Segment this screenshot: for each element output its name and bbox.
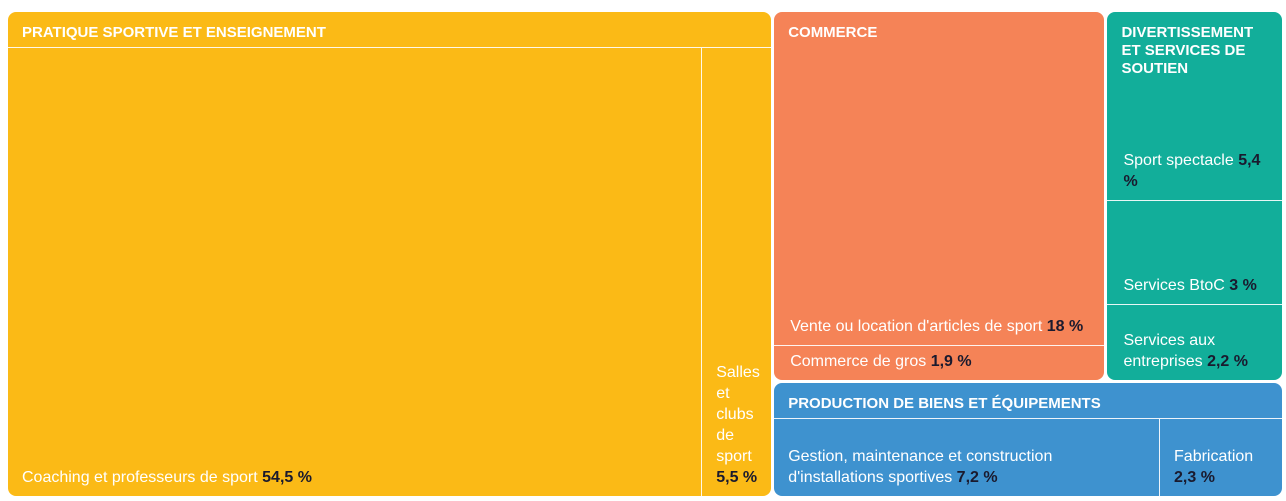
cell-name: Coaching et professeurs de sport xyxy=(22,469,258,486)
treemap-group: Gestion, maintenance et construction d'i… xyxy=(774,383,1282,496)
group-header: DIVERTISSEMENT ET SERVICES DE SOUTIEN xyxy=(1121,24,1254,77)
cell-label: Services aux entreprises 2,2 % xyxy=(1123,330,1274,372)
treemap-cell: Commerce de gros 1,9 % xyxy=(774,345,1105,380)
cell-label: Gestion, maintenance et construction d'i… xyxy=(788,446,1151,488)
treemap-cell: Vente ou location d'articles de sport 18… xyxy=(774,12,1104,345)
group-header: COMMERCE xyxy=(788,24,878,41)
group-header: PRODUCTION DE BIENS ET ÉQUIPEMENTS xyxy=(788,395,1101,413)
cell-value: 2,2 % xyxy=(1207,353,1248,371)
cell-label: Salles et clubs de sport 5,5 % xyxy=(716,362,763,488)
cell-value: 1,9 % xyxy=(930,353,972,371)
cell-value: 2,3 % xyxy=(1174,468,1215,486)
treemap-group: Sport spectacle 5,4 % Services BtoC 3 % Se… xyxy=(1107,12,1282,381)
cell-value: 5,4 % xyxy=(1123,151,1265,190)
cell-name: Commerce de gros xyxy=(790,353,927,371)
treemap-cell: Services aux entreprises 2,2 % xyxy=(1107,303,1282,380)
cell-value: 5,5 % xyxy=(716,469,758,486)
cell-label: Services BtoC 3 % xyxy=(1123,275,1274,296)
treemap-cell: Services BtoC 3 % xyxy=(1107,199,1282,304)
cell-name: Fabrication xyxy=(1174,447,1254,465)
cell-label: Fabrication 2,3 % xyxy=(1174,446,1274,488)
cell-value: 3 % xyxy=(1229,276,1257,294)
cell-label: Coaching et professeurs de sport 54,5 % xyxy=(22,467,693,488)
treemap-cell: Fabrication 2,3 % xyxy=(1159,419,1282,496)
treemap-cell: Salles et clubs de sport 5,5 % xyxy=(701,48,771,496)
cell-label: Vente ou location d'articles de sport 18… xyxy=(790,316,1096,337)
cell-name: Services BtoC xyxy=(1123,276,1225,294)
cell-label: Sport spectacle 5,4 % xyxy=(1123,150,1274,192)
cell-name: Sport spectacle xyxy=(1123,151,1234,169)
treemap-cell: Coaching et professeurs de sport 54,5 % xyxy=(8,48,701,496)
cell-name: Vente ou location d'articles de sport xyxy=(790,318,1043,336)
cell-label: Commerce de gros 1,9 % xyxy=(790,351,1096,372)
cell-name: Services aux entreprises xyxy=(1123,332,1220,371)
header-band xyxy=(774,383,1282,420)
treemap-group: Vente ou location d'articles de sport 18… xyxy=(774,12,1105,381)
treemap-cell: Sport spectacle 5,4 % xyxy=(1107,12,1282,200)
treemap-cell: Gestion, maintenance et construction d'i… xyxy=(774,419,1159,496)
treemap-group: Coaching et professeurs de sport 54,5 % S… xyxy=(8,12,772,496)
cell-name: Gestion, maintenance et construction d'i… xyxy=(788,447,1057,486)
cell-name: Salles et clubs de sport xyxy=(716,364,765,465)
group-header: PRATIQUE SPORTIVE ET ENSEIGNEMENT xyxy=(22,24,326,41)
cell-value: 18 % xyxy=(1046,318,1084,336)
header-band xyxy=(8,12,772,48)
cell-value: 54,5 % xyxy=(262,469,312,486)
cell-value: 7,2 % xyxy=(956,468,998,486)
